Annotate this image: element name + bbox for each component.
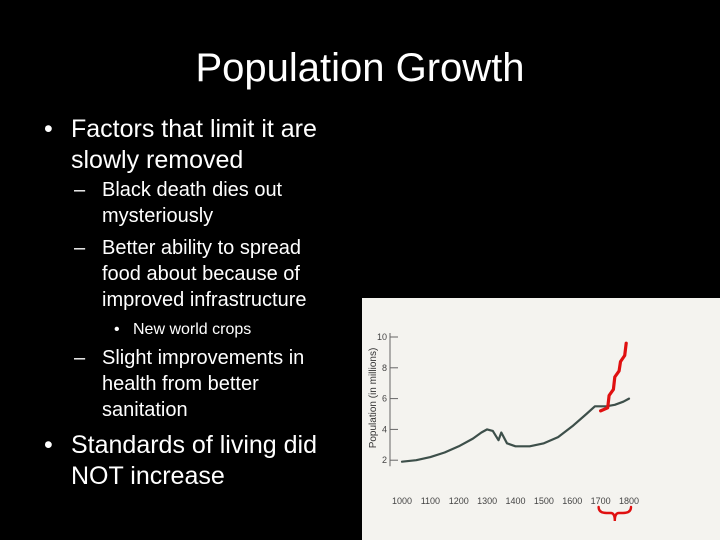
sub-bullet-text: food about because of bbox=[102, 263, 300, 285]
population-chart-figure: Population (in millions) 2 4 6 8 10 1000 1100 1… bbox=[362, 298, 720, 540]
red-annotation-line bbox=[599, 341, 628, 413]
bullet-text: NOT increase bbox=[71, 462, 225, 490]
bullet-marker: • bbox=[44, 431, 53, 459]
y-tick-label: 4 bbox=[382, 424, 387, 434]
sub-bullet-text: Slight improvements in bbox=[102, 347, 305, 369]
bullet-text: Standards of living did bbox=[71, 431, 317, 459]
x-tick-label: 1400 bbox=[505, 496, 525, 506]
x-tick-label: 1000 bbox=[392, 496, 412, 506]
sub-bullet-text: sanitation bbox=[102, 399, 188, 421]
dash-marker: – bbox=[74, 179, 86, 201]
dash-marker: – bbox=[74, 347, 86, 369]
sub-bullet-text: health from better bbox=[102, 373, 259, 395]
slide-title: Population Growth bbox=[195, 46, 525, 90]
x-tick-label: 1600 bbox=[562, 496, 582, 506]
y-tick-label: 10 bbox=[377, 332, 387, 342]
x-tick-label: 1300 bbox=[477, 496, 497, 506]
y-tick-label: 6 bbox=[382, 394, 387, 404]
x-tick-label: 1800 bbox=[619, 496, 639, 506]
sub-bullet-text: Black death dies out bbox=[102, 179, 283, 201]
sub-bullet-text: mysteriously bbox=[102, 205, 214, 227]
y-tick-label: 2 bbox=[382, 455, 387, 465]
bullet-list: • Factors that limit it are slowly remov… bbox=[44, 115, 317, 490]
y-axis-label: Population (in millions) bbox=[368, 348, 379, 449]
bullet-text: Factors that limit it are bbox=[71, 115, 317, 143]
dash-marker: – bbox=[74, 237, 86, 259]
x-tick-label: 1200 bbox=[449, 496, 469, 506]
bullet-text: slowly removed bbox=[71, 146, 244, 174]
sub-bullet-text: improved infrastructure bbox=[102, 289, 307, 311]
x-tick-label: 1500 bbox=[534, 496, 554, 506]
sub-bullet-text: Better ability to spread bbox=[102, 237, 301, 259]
population-series-line bbox=[400, 397, 631, 463]
y-tick-label: 8 bbox=[382, 363, 387, 373]
bullet-marker: • bbox=[114, 321, 120, 338]
x-tick-label: 1700 bbox=[591, 496, 611, 506]
population-chart: Population (in millions) 2 4 6 8 10 1000 1100 1… bbox=[368, 332, 639, 522]
sub-sub-bullet-text: New world crops bbox=[133, 321, 252, 338]
red-bracket bbox=[597, 505, 633, 522]
bullet-marker: • bbox=[44, 115, 53, 143]
x-tick-label: 1100 bbox=[421, 496, 440, 506]
